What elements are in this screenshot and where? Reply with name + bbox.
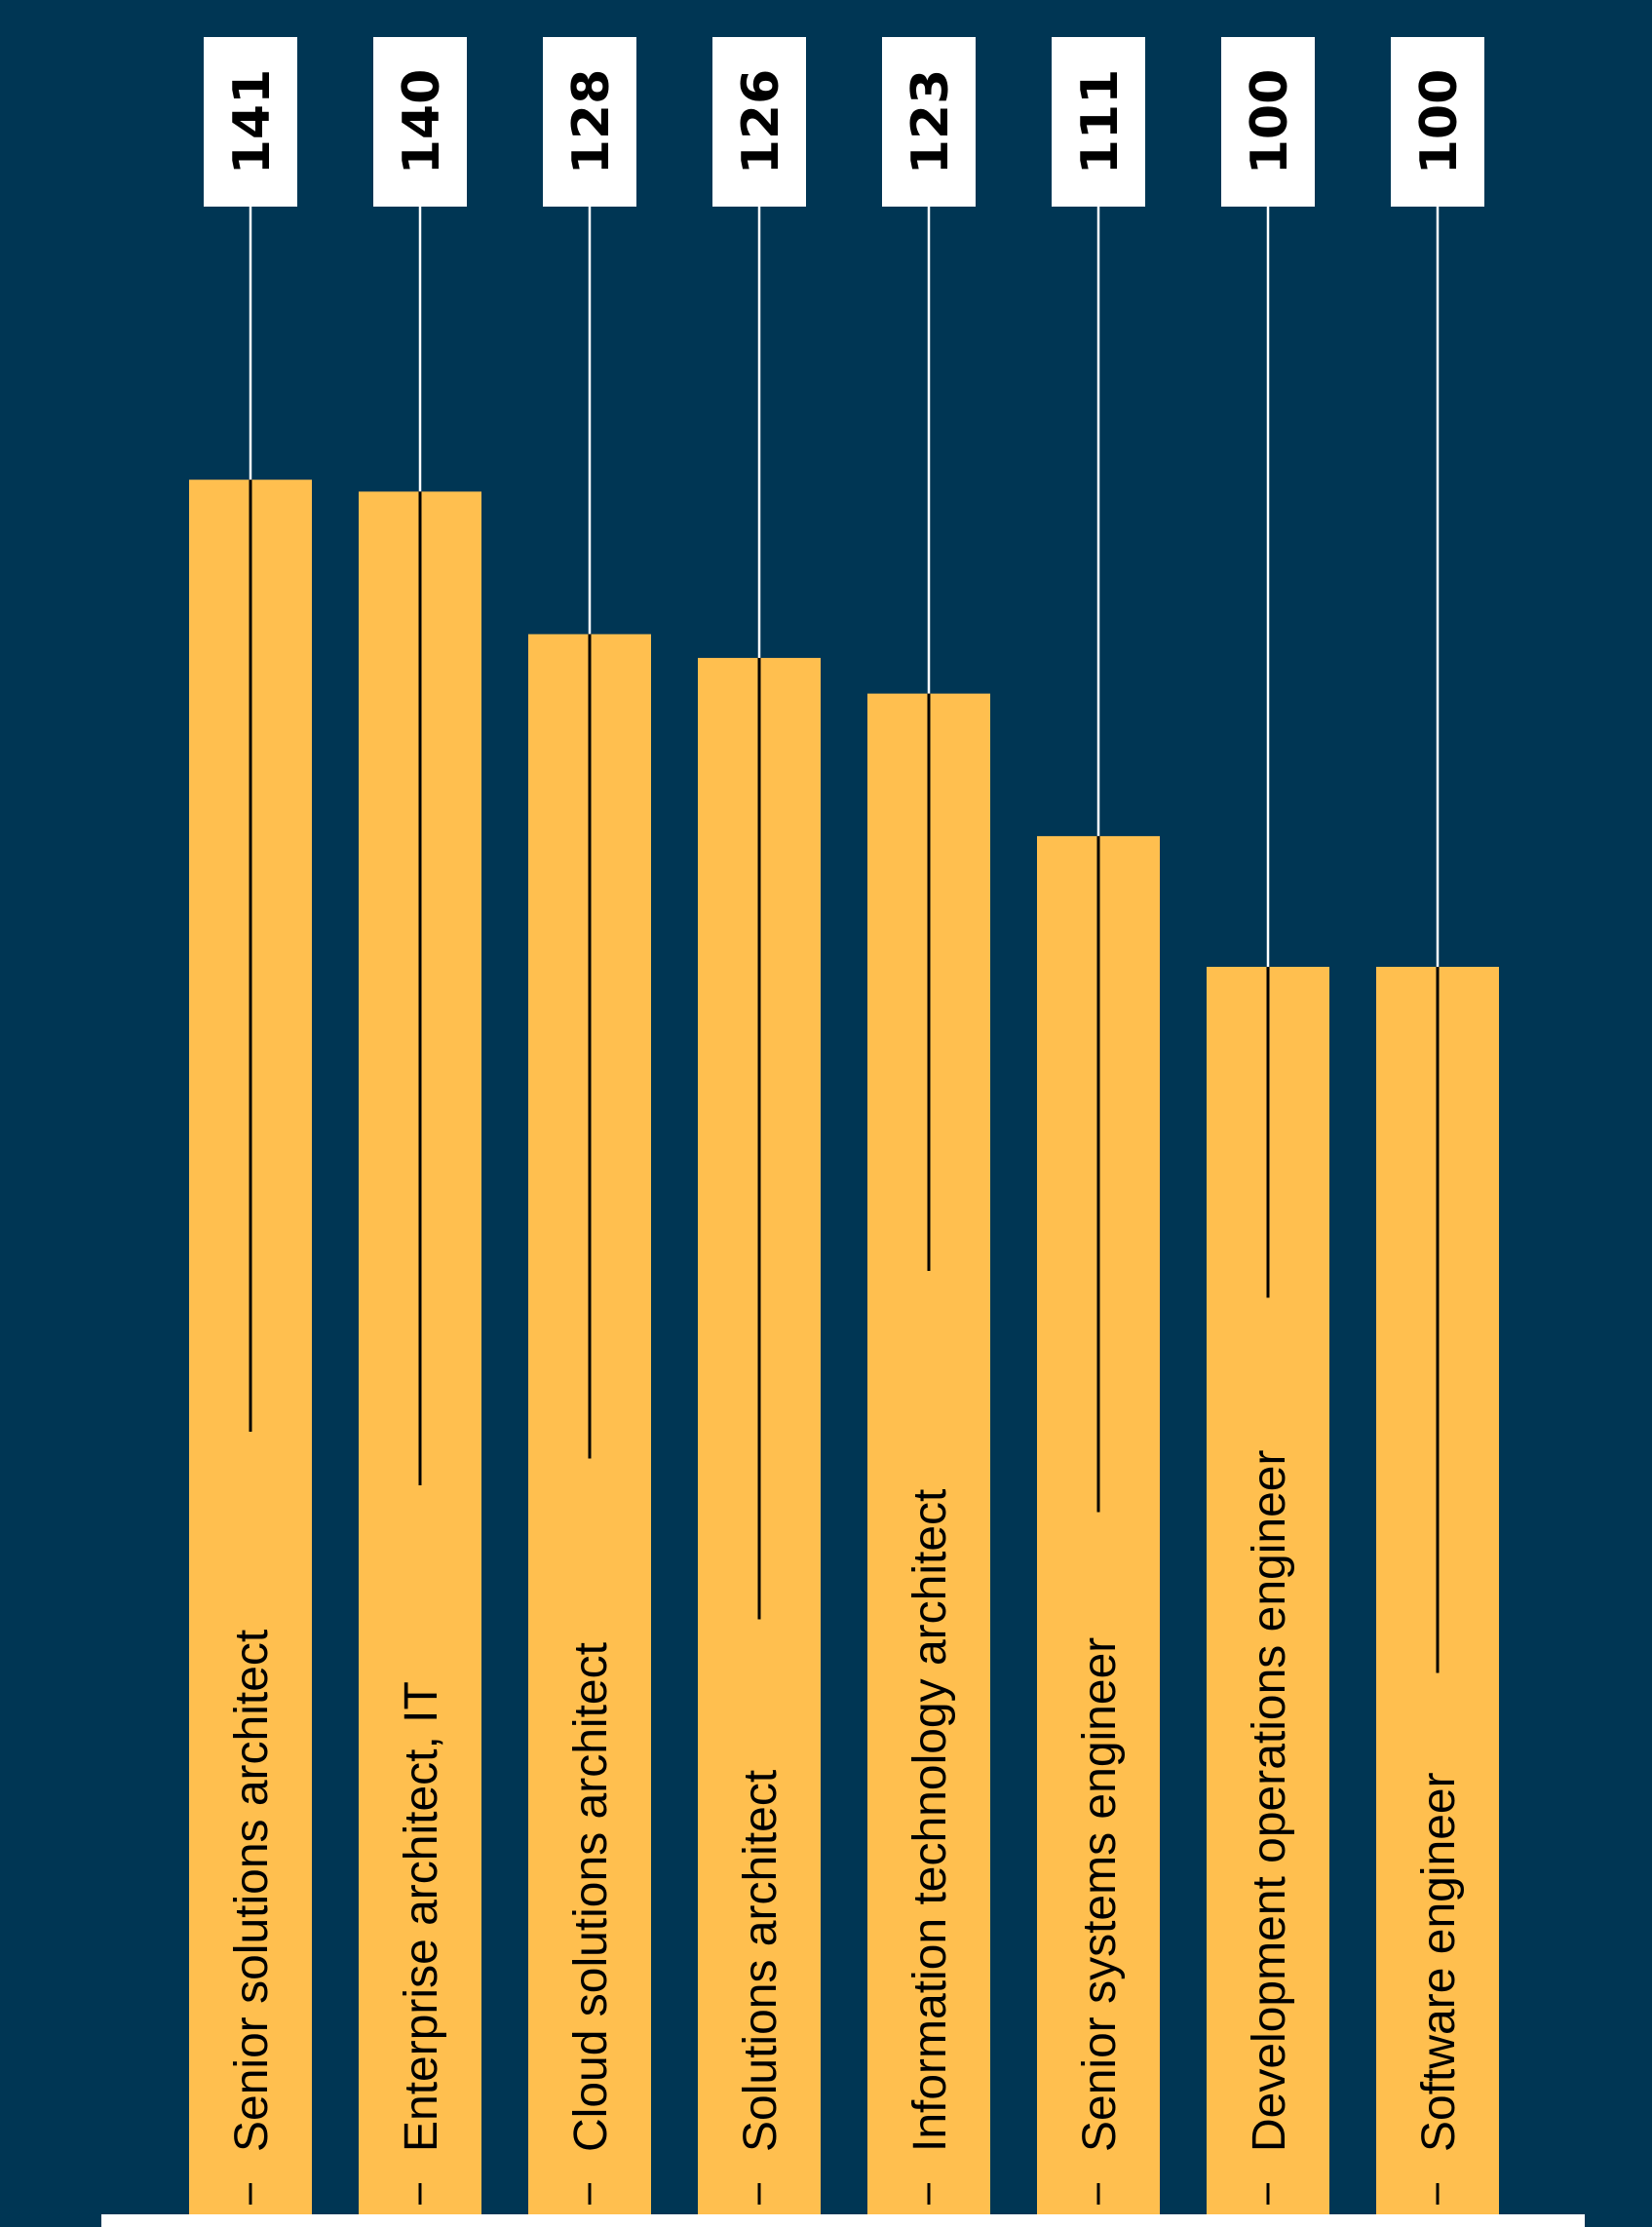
category-label-6: Senior systems engineer bbox=[1074, 1637, 1126, 2152]
category-label-3: Cloud solutions architect bbox=[565, 1642, 617, 2152]
chart-baseline bbox=[101, 2214, 1585, 2227]
category-label-5: Information technology architect bbox=[904, 1489, 956, 2152]
value-label-1: 141 bbox=[223, 69, 282, 175]
leader-lines-layer bbox=[249, 207, 1440, 2205]
value-box-8 bbox=[1391, 37, 1484, 207]
category-label-8: Software engineer bbox=[1413, 1772, 1465, 2152]
value-box-4 bbox=[712, 37, 806, 207]
value-label-3: 128 bbox=[562, 69, 621, 175]
value-label-6: 111 bbox=[1071, 69, 1130, 175]
value-label-8: 100 bbox=[1410, 69, 1469, 175]
value-label-7: 100 bbox=[1241, 69, 1299, 175]
category-label-2: Enterprise architect, IT bbox=[396, 1681, 447, 2152]
value-box-7 bbox=[1221, 37, 1315, 207]
value-label-4: 126 bbox=[732, 69, 790, 175]
category-labels-layer: Senior solutions architect Enterprise arc… bbox=[226, 1450, 1465, 2152]
value-box-6 bbox=[1052, 37, 1145, 207]
category-label-4: Solutions architect bbox=[735, 1770, 787, 2152]
value-box-3 bbox=[543, 37, 636, 207]
category-label-7: Development operations engineer bbox=[1244, 1450, 1295, 2152]
value-label-2: 140 bbox=[393, 69, 451, 175]
bars-layer bbox=[189, 480, 1499, 2219]
value-box-1 bbox=[204, 37, 297, 207]
value-label-5: 123 bbox=[902, 69, 960, 175]
value-box-2 bbox=[373, 37, 467, 207]
value-box-5 bbox=[882, 37, 976, 207]
category-label-1: Senior solutions architect bbox=[226, 1630, 278, 2152]
value-labels-layer: 141 140 128 126 123 111 100 100 bbox=[204, 37, 1484, 207]
